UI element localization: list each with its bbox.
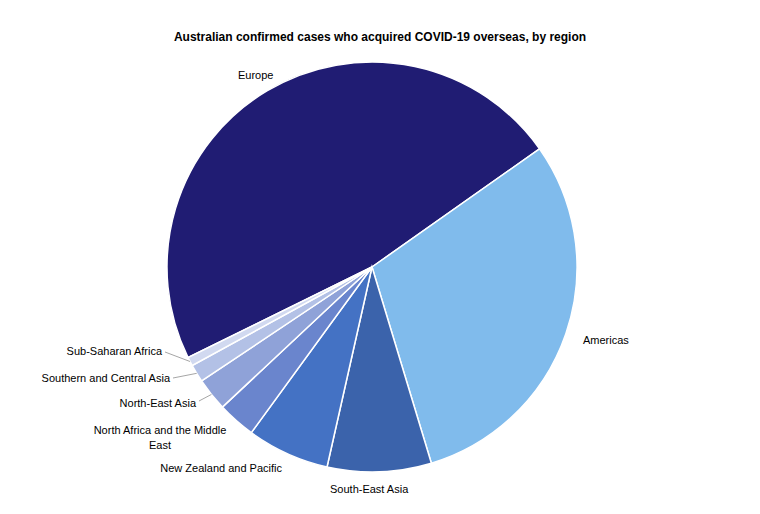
slice bbox=[202, 267, 372, 407]
labels: Europe Americas South-East Asia New Zealand… bbox=[42, 69, 630, 495]
pie bbox=[167, 62, 577, 472]
slice-label: Americas bbox=[583, 334, 629, 346]
label-line: North Africa and the Middle bbox=[94, 424, 227, 436]
slice bbox=[192, 267, 372, 381]
slice-label: South-East Asia bbox=[330, 483, 409, 495]
title: Australian confirmed cases who acquired … bbox=[174, 30, 586, 44]
label-line: East bbox=[149, 439, 171, 451]
leader-line bbox=[165, 352, 190, 362]
leader-line bbox=[199, 394, 211, 401]
slice-label: Europe bbox=[238, 69, 273, 81]
slice-label: Southern and Central Asia bbox=[42, 372, 171, 384]
slice bbox=[188, 267, 372, 366]
slice-label: New Zealand and Pacific bbox=[160, 462, 282, 474]
slice-label: Sub-Saharan Africa bbox=[67, 345, 163, 357]
leader-line bbox=[173, 373, 197, 378]
chart: Australian confirmed cases who acquired … bbox=[0, 0, 760, 514]
slice-label: North Africa and the Middle East bbox=[94, 424, 227, 451]
slice-label: North-East Asia bbox=[120, 397, 197, 409]
